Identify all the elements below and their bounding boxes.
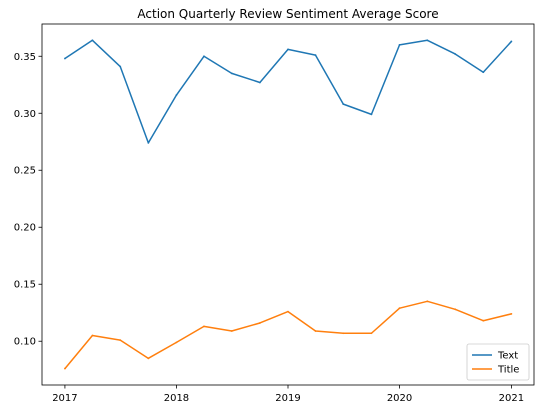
data-point-text bbox=[64, 57, 66, 60]
data-point-title bbox=[510, 312, 513, 315]
y-tick-label: 0.35 bbox=[14, 52, 36, 63]
x-tick-label: 2020 bbox=[387, 393, 412, 404]
x-tick-label: 2019 bbox=[275, 393, 300, 404]
plot-area bbox=[41, 23, 535, 386]
data-point-title bbox=[398, 307, 401, 310]
data-point-text bbox=[314, 54, 317, 57]
y-axis: 0.10 0.15 0.20 0.25 0.30 0.35 bbox=[14, 52, 42, 348]
data-point-text bbox=[342, 103, 345, 106]
y-tick-label: 0.30 bbox=[14, 109, 36, 120]
data-point-title bbox=[147, 357, 150, 360]
data-point-text bbox=[230, 72, 233, 75]
data-point-text bbox=[119, 65, 122, 68]
data-point-title bbox=[203, 325, 205, 328]
data-point-title bbox=[119, 339, 122, 341]
x-tick-label: 2017 bbox=[52, 393, 77, 404]
x-tick-label: 2018 bbox=[164, 393, 189, 404]
y-tick-label: 0.10 bbox=[14, 337, 36, 348]
data-point-title bbox=[342, 332, 345, 335]
data-point-title bbox=[314, 330, 317, 332]
data-point-text bbox=[175, 94, 178, 96]
data-point-text bbox=[91, 39, 94, 42]
data-point-text bbox=[426, 39, 429, 42]
data-point-text bbox=[454, 53, 457, 55]
data-point-text bbox=[287, 48, 289, 51]
y-tick-label: 0.15 bbox=[14, 280, 36, 291]
legend-box bbox=[466, 343, 530, 381]
data-point-title bbox=[64, 367, 66, 370]
data-point-title bbox=[230, 330, 233, 332]
series-line-text bbox=[64, 39, 512, 144]
data-point-text bbox=[510, 40, 513, 43]
data-point-text bbox=[370, 113, 373, 116]
y-tick-label: 0.20 bbox=[14, 223, 36, 234]
data-point-text bbox=[203, 55, 205, 58]
data-point-text bbox=[147, 141, 150, 144]
legend-label-title: Title bbox=[497, 365, 519, 376]
legend-label-text: Text bbox=[497, 351, 518, 362]
data-point-title bbox=[454, 308, 457, 311]
data-point-text bbox=[482, 71, 485, 74]
data-point-title bbox=[91, 334, 94, 337]
data-point-text bbox=[258, 81, 261, 84]
data-point-title bbox=[287, 310, 289, 313]
data-point-text bbox=[398, 43, 401, 46]
data-point-title bbox=[258, 322, 261, 324]
y-tick-label: 0.25 bbox=[14, 166, 36, 177]
data-point-title bbox=[482, 319, 485, 322]
legend: Text Title bbox=[466, 343, 530, 381]
data-point-title bbox=[175, 341, 178, 344]
data-point-title bbox=[370, 332, 373, 335]
data-point-title bbox=[426, 300, 429, 303]
x-tick-label: 2021 bbox=[499, 393, 524, 404]
chart-title: Action Quarterly Review Sentiment Averag… bbox=[137, 7, 438, 21]
x-axis: 2017 2018 2019 2020 2021 bbox=[52, 385, 524, 404]
